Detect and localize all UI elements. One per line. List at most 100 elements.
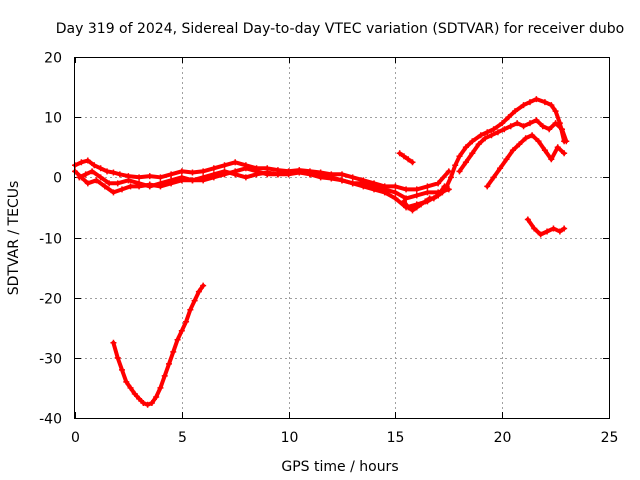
data-point — [456, 168, 463, 175]
data-point — [520, 123, 527, 130]
data-point — [435, 180, 442, 187]
data-point — [114, 180, 121, 187]
data-point — [550, 225, 557, 232]
data-point — [413, 192, 420, 199]
data-point — [462, 144, 469, 151]
data-point — [200, 168, 207, 175]
data-point — [509, 147, 516, 154]
tick-layer: 0 5 10 15 20 25 -40 -30 -20 -10 0 10 20 — [39, 51, 618, 447]
x-tick-label: 15 — [387, 430, 405, 446]
data-layer — [72, 96, 570, 408]
data-point — [221, 162, 228, 169]
chart-title: Day 319 of 2024, Sidereal Day-to-day VTE… — [56, 21, 624, 37]
data-point — [157, 174, 164, 181]
data-point — [183, 318, 190, 325]
data-point — [157, 384, 164, 391]
data-point — [514, 120, 521, 127]
data-point — [93, 177, 100, 184]
data-point — [97, 174, 104, 181]
data-point — [136, 180, 143, 187]
data-point — [484, 183, 491, 190]
data-point — [396, 150, 403, 157]
data-point — [89, 168, 96, 175]
x-tick-label: 25 — [601, 430, 619, 446]
data-point — [221, 171, 228, 178]
data-point — [170, 348, 177, 355]
data-point — [210, 165, 217, 172]
data-point — [153, 393, 160, 400]
x-tick-label: 0 — [71, 430, 80, 446]
data-point — [497, 165, 504, 172]
data-point — [392, 195, 399, 202]
x-tick-label: 10 — [281, 430, 299, 446]
data-point — [191, 297, 198, 304]
data-point — [533, 117, 540, 124]
data-point — [189, 177, 196, 184]
data-point — [339, 177, 345, 184]
data-point — [537, 231, 544, 238]
data-point — [526, 120, 533, 127]
data-point — [403, 195, 410, 202]
y-axis-label: SDTVAR / TECUs — [6, 181, 22, 296]
data-point — [210, 174, 217, 181]
series-trace — [397, 151, 415, 165]
data-point — [544, 228, 551, 235]
data-point — [114, 354, 121, 361]
data-point — [424, 183, 431, 190]
data-point — [84, 180, 91, 187]
data-point — [317, 174, 324, 181]
plot-frame — [74, 57, 610, 419]
data-point — [148, 399, 155, 406]
y-tick-label: 20 — [44, 51, 62, 67]
data-point — [533, 96, 540, 103]
data-point — [165, 360, 172, 367]
series-sat-track-5 — [456, 117, 570, 175]
data-point — [127, 384, 134, 391]
data-point — [403, 186, 410, 193]
data-point — [447, 174, 454, 181]
data-point — [413, 204, 420, 211]
data-point — [516, 141, 523, 148]
series-sat-track-8 — [396, 150, 416, 166]
data-point — [106, 180, 113, 187]
data-point — [445, 168, 452, 175]
data-point — [157, 180, 164, 187]
data-point — [494, 129, 501, 136]
data-point — [469, 150, 476, 157]
data-point — [146, 183, 153, 190]
data-point — [400, 153, 407, 160]
data-point — [116, 171, 123, 178]
data-point — [409, 159, 416, 166]
data-point — [339, 171, 345, 178]
data-point — [178, 327, 185, 334]
series-sat-track-1 — [72, 157, 452, 193]
data-point — [556, 228, 563, 235]
data-point — [110, 189, 117, 196]
data-point — [503, 156, 510, 163]
data-point — [118, 366, 125, 373]
data-point — [535, 138, 542, 145]
data-point — [306, 171, 313, 178]
data-point — [360, 180, 367, 187]
data-point — [541, 147, 548, 154]
x-axis-label: GPS time / hours — [281, 459, 398, 475]
y-tick-label: -40 — [39, 412, 62, 428]
data-point — [561, 225, 568, 232]
data-point — [552, 120, 559, 127]
data-point — [561, 150, 568, 157]
data-point — [242, 165, 249, 172]
data-point — [242, 174, 249, 181]
data-point — [136, 395, 143, 402]
data-point — [422, 198, 429, 205]
y-tick-label: -10 — [39, 232, 62, 248]
data-point — [178, 168, 185, 175]
data-point — [371, 183, 378, 190]
data-point — [144, 401, 151, 408]
data-point — [232, 159, 239, 166]
data-point — [400, 198, 407, 205]
series-trace — [111, 283, 206, 407]
y-tick-label: -20 — [39, 292, 62, 308]
data-point — [477, 132, 484, 139]
data-point — [490, 174, 497, 181]
